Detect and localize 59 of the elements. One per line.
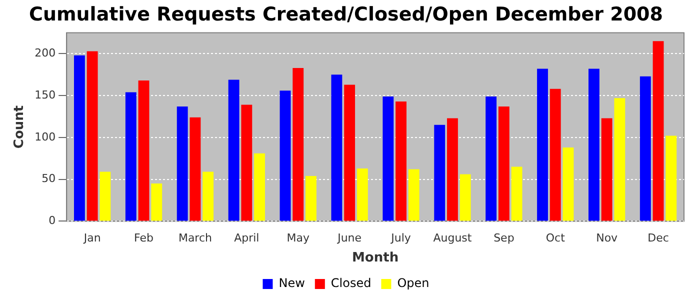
bar <box>550 88 561 221</box>
bar <box>511 166 522 221</box>
bar <box>74 55 85 221</box>
y-tick-label: 50 <box>42 172 56 186</box>
legend-label: Closed <box>330 276 372 290</box>
x-tick-label: Dec <box>648 232 669 245</box>
bar <box>640 76 651 221</box>
bar <box>537 68 548 221</box>
bar <box>396 101 406 221</box>
x-tick-label: August <box>433 232 472 245</box>
bar <box>356 168 368 221</box>
bar <box>241 104 252 221</box>
bar <box>498 106 510 221</box>
bar <box>228 80 240 221</box>
y-tick-label: 150 <box>34 88 56 102</box>
x-axis-title: Month <box>352 250 399 266</box>
x-tick-label: Sep <box>494 232 514 245</box>
bar <box>486 96 497 221</box>
bar <box>190 117 201 221</box>
legend-label: New <box>278 276 306 290</box>
bar <box>588 68 600 221</box>
bar <box>601 118 612 221</box>
bar <box>331 74 342 221</box>
bar <box>100 172 111 221</box>
bar <box>254 153 265 221</box>
x-tick-label: Nov <box>596 232 618 245</box>
bar <box>176 106 188 221</box>
bar <box>460 174 471 221</box>
y-axis-title: Count <box>12 105 28 149</box>
bar <box>434 124 446 221</box>
x-tick-label: May <box>286 232 310 245</box>
bar <box>202 172 214 221</box>
x-tick-label: March <box>178 232 212 245</box>
bar <box>408 169 420 221</box>
bar <box>652 41 664 221</box>
y-tick-label: 100 <box>34 130 56 144</box>
bar <box>86 51 98 221</box>
y-tick-label: 0 <box>48 214 56 228</box>
bar <box>344 84 356 221</box>
x-tick-label: Jan <box>82 232 101 245</box>
bar <box>151 184 162 221</box>
x-tick-label: June <box>336 232 362 245</box>
x-tick-label: July <box>390 232 412 245</box>
bar <box>614 98 626 221</box>
bar <box>280 90 291 221</box>
bar <box>382 96 394 221</box>
chart-title: Cumulative Requests Created/Closed/Open December 2008 <box>29 3 663 26</box>
y-tick-label: 200 <box>34 46 56 60</box>
bar <box>666 136 677 221</box>
x-tick-label: Oct <box>546 232 566 245</box>
bar <box>125 92 136 221</box>
x-tick-label: Feb <box>134 232 154 245</box>
bar <box>292 68 304 221</box>
bar <box>138 80 150 221</box>
bar <box>447 118 458 221</box>
bar <box>306 176 316 221</box>
bar <box>562 148 574 221</box>
x-tick-label: April <box>234 232 260 245</box>
legend-label: Open <box>397 276 430 290</box>
